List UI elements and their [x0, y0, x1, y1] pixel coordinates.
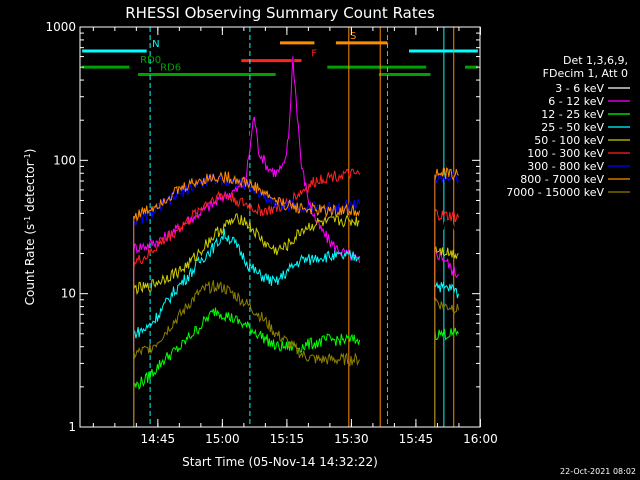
y-axis-label-mid: detector: [23, 161, 37, 216]
legend-label-2: 12 - 25 keV: [541, 108, 604, 121]
interval-label-f: F: [311, 49, 317, 60]
y-axis-label-main: Count Rate (s: [23, 224, 37, 306]
legend-header-line2: FDecim 1, Att 0: [543, 67, 628, 80]
y-axis-label-sup1: -1: [23, 216, 32, 224]
x-tick-label-2: 15:15: [270, 432, 305, 446]
series-line-3-part-1: [434, 281, 459, 299]
y-axis-label: Count Rate (s-1 detector-1): [23, 149, 37, 306]
series-line-5-part-0: [133, 168, 361, 269]
series-line-2-part-0: [133, 307, 361, 391]
vertical-markers: [149, 27, 455, 427]
timestamp: 22-Oct-2021 08:02: [560, 467, 636, 476]
legend-label-0: 3 - 6 keV: [555, 82, 604, 95]
plot-frame: [79, 26, 481, 428]
chart-title: RHESSI Observing Summary Count Rates: [125, 4, 435, 22]
x-axis: 14:45 15:00 15:15 15:30 15:45 16:00: [92, 27, 498, 446]
series-line-8-part-1: [434, 297, 459, 315]
series-line-7-part-1: [434, 167, 459, 181]
x-tick-label-3: 15:30: [334, 432, 369, 446]
legend-label-5: 100 - 300 keV: [527, 147, 604, 160]
legend-header-line1: Det 1,3,6,9,: [563, 54, 628, 67]
interval-label-rd6: RD6: [160, 63, 181, 74]
series-line-5-part-1: [434, 208, 459, 222]
legend-label-1: 6 - 12 keV: [548, 95, 604, 108]
y-axis-label-end: ): [23, 149, 37, 154]
series-line-1-part-1: [434, 249, 459, 278]
y-axis-label-sup2: -1: [23, 153, 32, 161]
series-line-8-part-0: [133, 280, 361, 367]
series-line-1-part-0: [133, 56, 361, 263]
series-lines: [133, 47, 459, 427]
interval-label-rd0: RD0: [140, 55, 161, 66]
legend-label-6: 300 - 800 keV: [527, 160, 604, 173]
x-axis-label: Start Time (05-Nov-14 14:32:22): [182, 455, 378, 469]
y-tick-label-2: 100: [53, 153, 76, 167]
y-tick-label-1: 10: [61, 287, 76, 301]
series-line-4-part-0: [133, 213, 360, 296]
series-line-4-part-1: [434, 246, 459, 259]
legend-label-3: 25 - 50 keV: [541, 121, 604, 134]
legend-label-8: 7000 - 15000 keV: [506, 186, 604, 199]
x-tick-label-4: 15:45: [399, 432, 434, 446]
y-tick-label-0: 1: [68, 420, 76, 434]
y-axis: 1 10 100 1000: [45, 20, 480, 434]
series-line-3-part-0: [133, 228, 361, 339]
series-line-7-part-0: [133, 171, 361, 223]
interval-label-n: N: [152, 39, 159, 50]
y-tick-label-3: 1000: [45, 20, 76, 34]
interval-label-s: S: [350, 31, 356, 42]
x-tick-label-5: 16:00: [463, 432, 498, 446]
x-tick-label-1: 15:00: [205, 432, 240, 446]
legend-label-4: 50 - 100 keV: [534, 134, 604, 147]
series-line-2-part-1: [434, 327, 459, 341]
legend-label-7: 800 - 7000 keV: [520, 173, 604, 186]
series-line-0-part-1: [434, 216, 459, 231]
x-tick-label-0: 14:45: [141, 432, 176, 446]
